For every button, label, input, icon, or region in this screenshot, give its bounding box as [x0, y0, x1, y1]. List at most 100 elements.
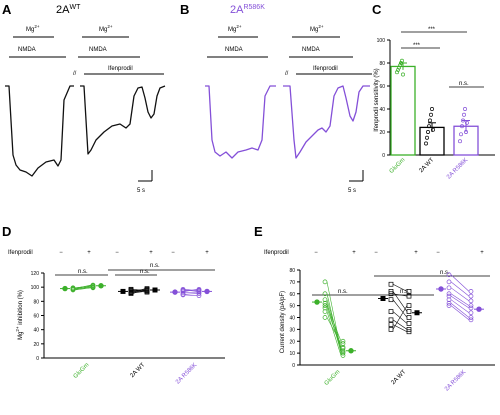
- panel-d-ylabel: Mg2+ inhibition (%): [15, 290, 24, 340]
- panel-d-ns-3: n.s.: [150, 263, 160, 269]
- panel-d-pair-line: [184, 293, 198, 295]
- panel-e-point: [340, 349, 346, 355]
- panel-e-pair-line: [450, 303, 470, 318]
- panel-d-pair-line: [74, 286, 92, 290]
- panel-d-group-label: 2A WT: [129, 362, 146, 379]
- panel-e-point: [446, 279, 452, 285]
- panel-a-mg-right: Mg2+: [99, 24, 113, 33]
- panel-e-point: [468, 289, 474, 294]
- panel-c-point: [401, 72, 405, 77]
- panel-c-point: [395, 70, 399, 75]
- panel-c-point: [398, 63, 402, 68]
- panel-e-pair-line: [450, 287, 470, 302]
- panel-e-point: [322, 309, 328, 314]
- panel-d-point: [70, 286, 76, 292]
- panel-d-ifen-label: Ifenprodil: [8, 250, 33, 256]
- panel-b-ifen-label: Ifenprodil: [313, 66, 338, 72]
- panel-d-point: [128, 286, 134, 292]
- panel-e-mean: [314, 299, 320, 305]
- panel-e-ytick-label: 30: [289, 327, 295, 333]
- panel-e-pair-line: [450, 295, 470, 309]
- panel-e-point: [340, 353, 346, 358]
- panel-e-ytick-label: 70: [289, 280, 295, 286]
- panel-d-ytick-label: 0: [36, 356, 39, 362]
- panel-d-pair-line: [74, 285, 92, 289]
- panel-b-letter: B: [180, 2, 189, 17]
- panel-e-mean: [476, 306, 482, 312]
- panel-e-point: [468, 317, 474, 323]
- panel-e-point: [468, 310, 474, 316]
- panel-e-ns-1: n.s.: [338, 289, 348, 295]
- panel-e-point: [340, 341, 346, 346]
- panel-e-point: [406, 303, 412, 308]
- panel-e-ifen-label: Ifenprodil: [264, 250, 289, 256]
- panel-c-point: [460, 124, 464, 129]
- panel-a-mg-left: Mg2+: [26, 24, 40, 33]
- panel-e-point: [340, 346, 346, 351]
- panel-d-ytick-label: 80: [33, 299, 39, 305]
- panel-c-point: [428, 118, 432, 123]
- panel-e-ns-3: n.s.: [440, 270, 450, 276]
- panel-e-point: [406, 321, 412, 326]
- panel-d-ytick-label: 40: [33, 328, 39, 334]
- panel-d-point: [180, 289, 186, 294]
- panel-d-mean: [98, 283, 104, 289]
- panel-e-letter: E: [254, 224, 263, 239]
- panel-d-ns-1: n.s.: [78, 269, 88, 275]
- panel-d-pair-line: [184, 289, 198, 292]
- panel-c-sig-1: ***: [428, 27, 436, 33]
- panel-c-point: [462, 112, 466, 117]
- panel-d-pair-line: [132, 288, 146, 292]
- panel-a-title: 2AWT: [56, 4, 81, 16]
- panel-d-mean: [120, 288, 126, 294]
- panel-d-ifen-sign: −: [171, 250, 175, 256]
- panel-a-trace: [5, 85, 166, 177]
- panel-d-point: [90, 283, 96, 289]
- panel-d-group-label: 2A R586K: [175, 362, 198, 385]
- panel-a-letter: A: [2, 2, 12, 17]
- panel-d-point: [90, 284, 96, 290]
- panel-e-pair-line: [326, 317, 342, 344]
- panel-e-point: [388, 317, 394, 323]
- panel-e-point: [322, 291, 328, 297]
- panel-c-ns: n.s.: [459, 81, 469, 87]
- panel-d-pair-line: [184, 288, 198, 292]
- panel-d-pair-line: [132, 288, 146, 294]
- panel-c-point: [464, 130, 468, 134]
- panel-a: A 2AWT Mg2+ Mg2+ NMDA NMDA // Ifenprodil…: [2, 2, 166, 194]
- panel-e-point: [468, 305, 474, 311]
- panel-c-point: [429, 112, 433, 117]
- panel-e-point: [388, 291, 394, 297]
- panel-e-pair-line: [450, 281, 470, 297]
- panel-e-ylabel: Current density (pA/pF): [280, 291, 286, 353]
- panel-e-ytick-label: 80: [289, 268, 295, 274]
- panel-e-point: [322, 300, 328, 306]
- panel-c-point: [426, 130, 430, 134]
- panel-d-ifen-sign: −: [59, 250, 63, 256]
- panel-c-point: [425, 135, 429, 140]
- panel-e-point: [446, 293, 452, 299]
- panel-c-xtick-label: 2A R586K: [446, 157, 469, 180]
- panel-e-point: [468, 315, 474, 320]
- panel-e-point: [322, 279, 328, 285]
- panel-c-xtick-label: GluGm: [389, 157, 407, 175]
- panel-d-mean: [152, 287, 158, 293]
- panel-e-pair-line: [450, 305, 470, 321]
- panel-c-point: [399, 61, 403, 65]
- panel-a-ifen-label: Ifenprodil: [108, 66, 133, 72]
- panel-d-pair-line: [184, 291, 198, 294]
- panel-c-ytick-label: 0: [382, 153, 385, 159]
- panel-e-ns-2: n.s.: [400, 289, 410, 295]
- panel-e-ifen-sign: −: [314, 250, 318, 256]
- panel-d-point: [180, 287, 186, 293]
- panel-e-pair-line: [392, 299, 408, 318]
- panel-c-point: [396, 67, 400, 72]
- panel-e-ytick-label: 50: [289, 304, 295, 310]
- panel-e-group-label: 2A WT: [390, 369, 407, 386]
- panel-d-ytick-label: 60: [33, 314, 39, 320]
- panel-e-ifen-sign: +: [414, 250, 418, 256]
- panel-c: C Ifenprodil sensitivity (%) 0 20 40 60 80 10…: [372, 2, 495, 181]
- panel-c-sig-2: ***: [413, 43, 421, 49]
- panel-e-point: [406, 315, 412, 320]
